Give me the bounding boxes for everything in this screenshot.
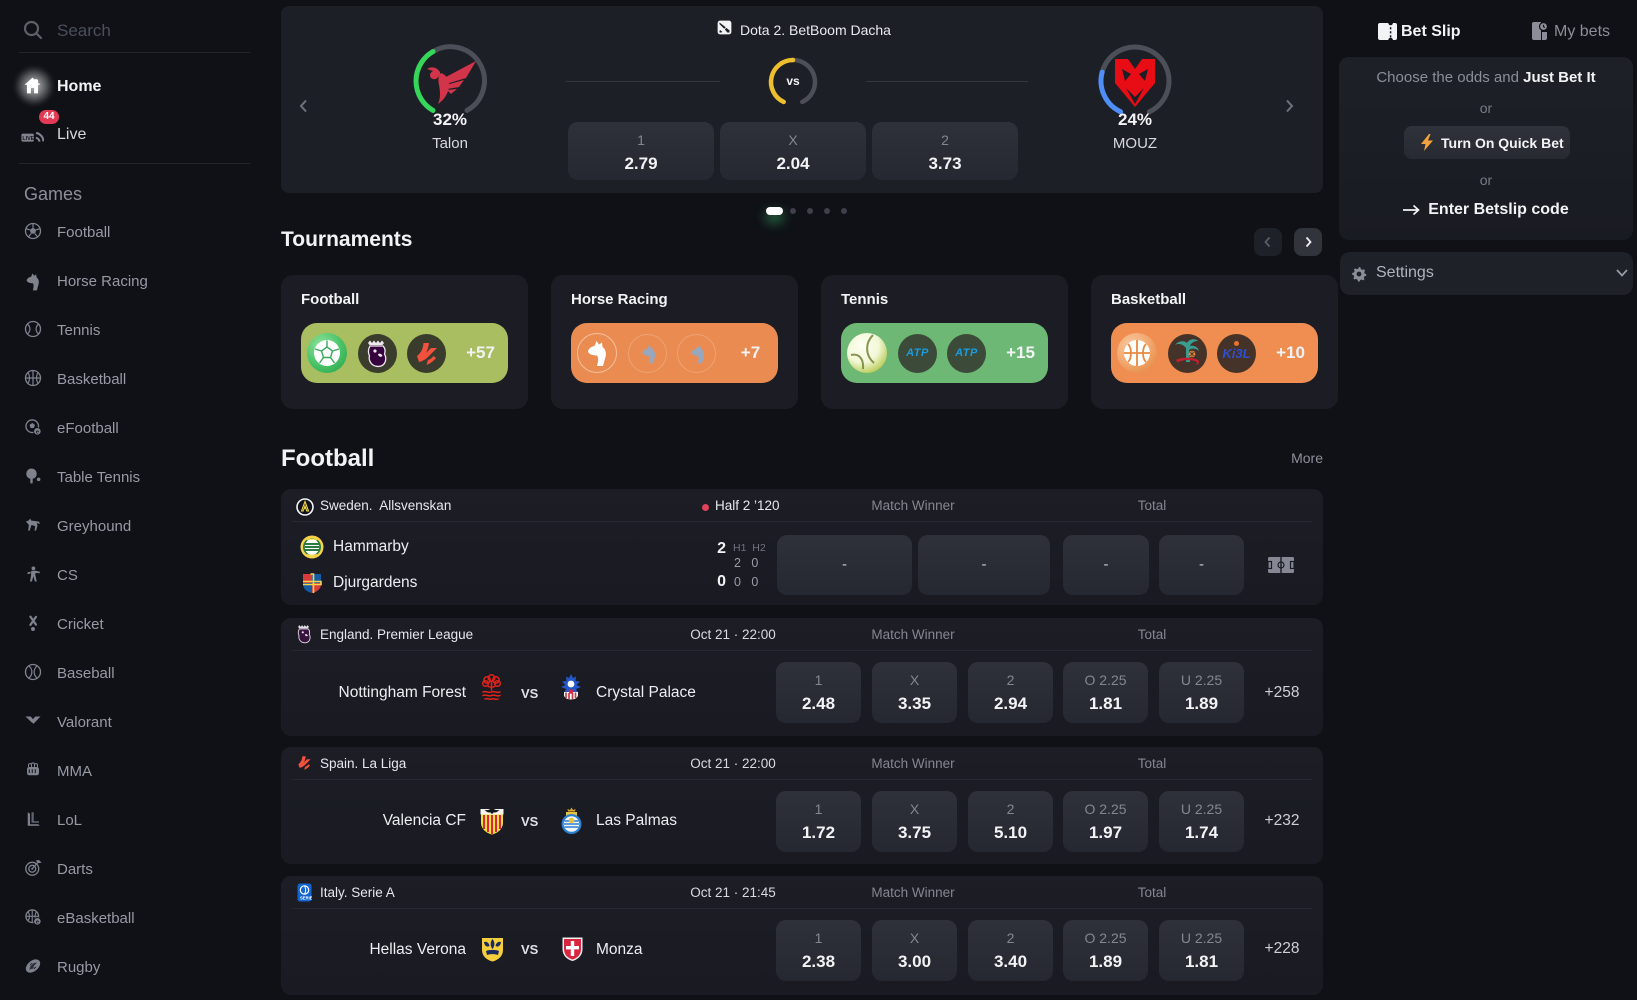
svg-text:e: e: [36, 429, 39, 435]
svg-text:SERIE: SERIE: [300, 895, 312, 900]
svg-text:e: e: [36, 919, 39, 925]
svg-text:LIVE: LIVE: [22, 136, 34, 142]
